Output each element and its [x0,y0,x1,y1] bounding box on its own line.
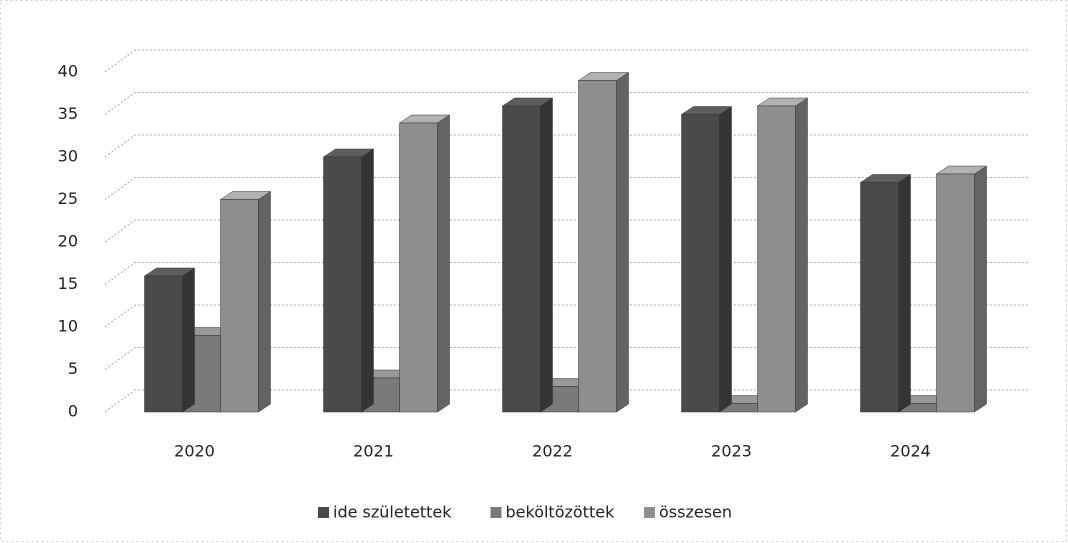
x-tick-label: 2024 [890,442,931,461]
y-tick-label: 10 [58,317,78,336]
bar-side [616,72,629,413]
bar [860,182,899,413]
bar [578,80,617,413]
bar-side [182,267,195,413]
x-tick-label: 2023 [711,442,752,461]
bar-side [258,191,271,413]
grid-line [104,49,1030,73]
y-tick-label: 30 [58,147,78,166]
bar-side [361,148,374,413]
legend-swatch [490,507,502,518]
x-tick-label: 2020 [174,442,215,461]
y-tick-label: 25 [58,189,78,208]
bar-side [974,165,987,413]
x-tick-label: 2022 [532,442,573,461]
legend-label: összesen [659,503,732,522]
bar [144,275,183,413]
y-tick-label: 35 [58,104,78,123]
bar [399,122,438,413]
bar-side [437,114,450,413]
bar [681,114,720,413]
legend-swatch [318,507,329,518]
legend-label: ide születettek [333,503,452,522]
bar [220,199,259,413]
y-tick-label: 0 [68,402,78,421]
y-tick-label: 5 [68,359,78,378]
bar-side [898,174,911,413]
legend-swatch [644,507,655,518]
bar-side [540,97,553,413]
x-tick-label: 2021 [353,442,394,461]
bar [757,105,796,413]
y-tick-label: 40 [58,62,78,81]
legend-label: beköltözöttek [506,503,616,522]
y-tick-label: 20 [58,232,78,251]
bar [323,156,362,413]
bar-side [795,97,808,413]
bar [502,105,541,413]
y-tick-label: 15 [58,274,78,293]
bar [936,173,975,413]
bar-side [719,106,732,413]
grid-line [104,92,1030,115]
